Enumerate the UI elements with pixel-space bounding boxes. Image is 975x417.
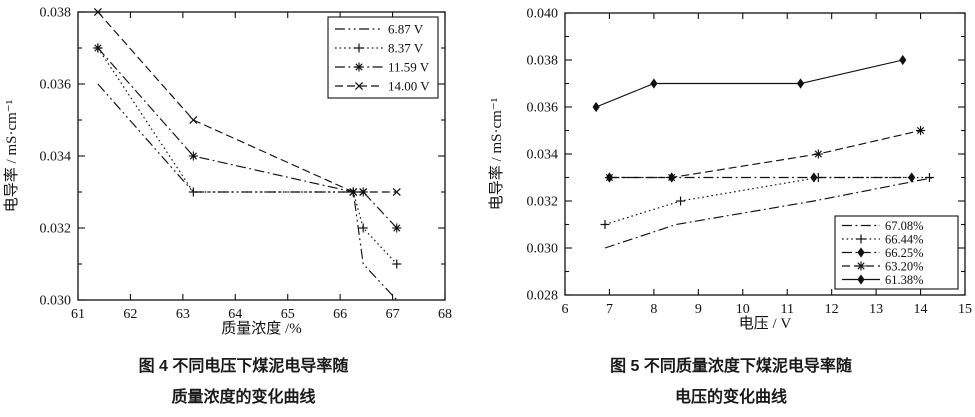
svg-text:67: 67 (386, 307, 400, 322)
svg-text:9: 9 (695, 302, 702, 317)
series-14.00-V (93, 7, 401, 197)
svg-text:0.030: 0.030 (40, 294, 72, 309)
svg-text:14: 14 (914, 302, 928, 317)
svg-text:质量浓度 /%: 质量浓度 /% (221, 320, 301, 337)
svg-text:14.00 V: 14.00 V (388, 79, 430, 94)
svg-text:6: 6 (562, 302, 569, 317)
legend-entry-61.38%: 61.38% (842, 273, 924, 287)
legend-entry-66.44%: 66.44% (842, 233, 924, 247)
legend: 6.87 V 8.37 V 11.59 V 14.00 V (327, 16, 439, 99)
svg-text:6.87 V: 6.87 V (388, 22, 424, 37)
legend-entry-6.87-V: 6.87 V (335, 22, 424, 37)
svg-text:63.20%: 63.20% (885, 260, 924, 274)
svg-text:8.37 V: 8.37 V (388, 41, 424, 56)
legend-entry-8.37-V: 8.37 V (335, 41, 424, 56)
figure4-caption-line2: 质量浓度的变化曲线 (171, 389, 316, 406)
svg-text:11.59 V: 11.59 V (388, 60, 430, 75)
svg-text:15: 15 (958, 302, 972, 317)
svg-text:13: 13 (869, 302, 883, 317)
legend-entry-67.08%: 67.08% (842, 219, 924, 233)
svg-text:8: 8 (650, 302, 657, 317)
legend-entry-63.20%: 63.20% (842, 260, 924, 274)
legend: 67.08%66.44%66.25%63.20%61.38% (834, 215, 959, 290)
x-axis: 61 62 63 64 65 66 67 68 质量浓度 /% (71, 12, 452, 337)
y-axis: 0.030 0.032 0.034 0.036 0.038 (40, 6, 445, 309)
figure5-caption: 图 5 不同质量浓度下煤泥电导率随 电压的变化曲线 (487, 351, 975, 413)
svg-text:0.032: 0.032 (40, 222, 72, 237)
svg-text:61: 61 (71, 307, 85, 322)
svg-text:7: 7 (606, 302, 613, 317)
svg-text:0.028: 0.028 (527, 289, 559, 304)
svg-text:66: 66 (333, 307, 347, 322)
svg-text:65: 65 (281, 307, 295, 322)
figure4-caption-line1: 图 4 不同电压下煤泥电导率随 (138, 358, 349, 375)
svg-text:0.038: 0.038 (40, 6, 72, 21)
series-63.20% (604, 125, 926, 183)
svg-text:0.040: 0.040 (527, 7, 559, 22)
svg-text:64: 64 (228, 307, 242, 322)
legend-entry-11.59-V: 11.59 V (335, 60, 430, 75)
svg-text:63: 63 (176, 307, 190, 322)
svg-text:0.030: 0.030 (527, 242, 559, 257)
svg-text:62: 62 (123, 307, 137, 322)
figure5-caption-line2: 电压的变化曲线 (674, 389, 787, 406)
x-axis: 6 7 8 9 10 11 12 13 14 15 电压 / V (562, 13, 972, 332)
series-61.38% (592, 54, 907, 113)
svg-text:电压 / V: 电压 / V (739, 315, 792, 332)
svg-text:0.036: 0.036 (527, 101, 559, 116)
svg-text:61.38%: 61.38% (885, 273, 924, 287)
figure4-caption: 图 4 不同电压下煤泥电导率随 质量浓度的变化曲线 (0, 351, 487, 413)
svg-text:12: 12 (825, 302, 839, 317)
svg-text:67.08%: 67.08% (885, 219, 924, 233)
legend-entry-14.00-V: 14.00 V (335, 79, 430, 94)
svg-text:0.032: 0.032 (527, 195, 559, 210)
svg-text:68: 68 (438, 307, 452, 322)
svg-text:0.034: 0.034 (40, 150, 72, 165)
svg-text:0.034: 0.034 (527, 148, 559, 163)
legend-entry-66.25%: 66.25% (842, 246, 924, 260)
series-66.44% (600, 173, 934, 229)
svg-text:66.44%: 66.44% (885, 233, 924, 247)
svg-text:11: 11 (780, 302, 793, 317)
svg-text:0.036: 0.036 (40, 78, 72, 93)
legend-box (327, 16, 439, 99)
svg-text:0.038: 0.038 (527, 54, 559, 69)
svg-text:10: 10 (736, 302, 750, 317)
y-axis-title: 电导率 / mS·cm⁻¹ (488, 98, 505, 210)
y-axis: 0.028 0.030 0.032 0.034 0.036 0.038 0.040 (527, 7, 965, 304)
figure5-caption-line1: 图 5 不同质量浓度下煤泥电导率随 (610, 358, 852, 375)
svg-text:66.25%: 66.25% (885, 246, 924, 260)
y-axis-title: 电导率 / mS·cm⁻¹ (3, 100, 20, 212)
